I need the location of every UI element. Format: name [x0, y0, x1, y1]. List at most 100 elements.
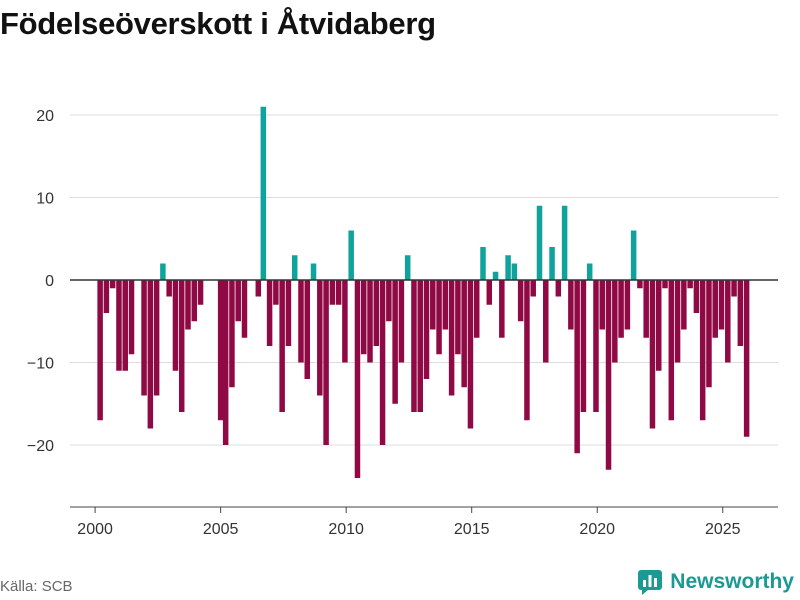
bar[interactable]: [97, 280, 103, 421]
bar[interactable]: [699, 280, 706, 421]
bar[interactable]: [291, 255, 298, 280]
bar[interactable]: [197, 280, 204, 305]
bar[interactable]: [128, 280, 135, 355]
bar[interactable]: [712, 280, 718, 338]
bar[interactable]: [436, 280, 442, 355]
bar[interactable]: [241, 280, 248, 338]
bar[interactable]: [668, 280, 675, 421]
bar[interactable]: [455, 280, 461, 355]
bar[interactable]: [222, 280, 229, 445]
bar[interactable]: [499, 280, 505, 338]
bar[interactable]: [605, 280, 612, 470]
bar[interactable]: [260, 106, 267, 280]
bar[interactable]: [273, 280, 279, 305]
bar[interactable]: [373, 280, 380, 346]
bar[interactable]: [568, 280, 574, 330]
bar[interactable]: [109, 280, 116, 289]
bar[interactable]: [530, 280, 536, 297]
bar[interactable]: [725, 280, 731, 363]
bar[interactable]: [681, 280, 687, 330]
bar[interactable]: [379, 280, 386, 445]
bar[interactable]: [298, 280, 304, 363]
bar[interactable]: [674, 280, 681, 363]
bar[interactable]: [178, 280, 185, 412]
bar[interactable]: [147, 280, 154, 429]
bar[interactable]: [662, 280, 668, 289]
bar[interactable]: [166, 280, 172, 297]
bar[interactable]: [612, 280, 618, 363]
bar[interactable]: [593, 280, 599, 412]
bar[interactable]: [217, 280, 224, 421]
bar[interactable]: [266, 280, 273, 346]
bar[interactable]: [549, 247, 555, 280]
bar[interactable]: [367, 280, 373, 363]
bar[interactable]: [235, 280, 241, 322]
bar[interactable]: [524, 280, 530, 421]
bar[interactable]: [279, 280, 285, 412]
bar[interactable]: [649, 280, 656, 429]
bar[interactable]: [693, 280, 700, 313]
bar[interactable]: [486, 280, 493, 305]
bar[interactable]: [141, 280, 147, 396]
bar[interactable]: [574, 280, 580, 454]
bar[interactable]: [543, 280, 549, 363]
bar[interactable]: [655, 280, 662, 371]
bar[interactable]: [411, 280, 417, 412]
bar[interactable]: [342, 280, 348, 363]
bar[interactable]: [599, 280, 606, 330]
bar[interactable]: [630, 230, 637, 281]
bar[interactable]: [442, 280, 449, 330]
bar[interactable]: [329, 280, 336, 305]
bar[interactable]: [743, 280, 750, 437]
bar[interactable]: [317, 280, 323, 396]
bar[interactable]: [448, 280, 455, 396]
brand-logo[interactable]: Newsworthy: [637, 569, 794, 595]
bar[interactable]: [392, 280, 398, 404]
bar[interactable]: [191, 280, 198, 322]
bar[interactable]: [586, 263, 593, 281]
bar[interactable]: [731, 280, 737, 297]
bar[interactable]: [492, 271, 499, 280]
bar[interactable]: [561, 205, 568, 280]
bar[interactable]: [285, 280, 292, 346]
bar[interactable]: [404, 255, 411, 280]
bar[interactable]: [473, 280, 480, 338]
bar[interactable]: [185, 280, 191, 330]
bar[interactable]: [386, 280, 392, 322]
bar[interactable]: [624, 280, 631, 330]
bar[interactable]: [536, 205, 543, 280]
bar[interactable]: [103, 280, 110, 313]
bar[interactable]: [511, 263, 518, 281]
bar[interactable]: [160, 263, 166, 281]
bar[interactable]: [172, 280, 179, 371]
bar[interactable]: [323, 280, 329, 445]
bar[interactable]: [310, 263, 317, 281]
bar[interactable]: [643, 280, 649, 338]
bar[interactable]: [348, 230, 354, 281]
bar[interactable]: [360, 280, 367, 355]
bar[interactable]: [417, 280, 423, 412]
bar[interactable]: [706, 280, 712, 388]
bar[interactable]: [517, 280, 524, 322]
bar[interactable]: [555, 280, 562, 297]
bar[interactable]: [335, 280, 342, 305]
bar[interactable]: [423, 280, 430, 379]
bar[interactable]: [505, 255, 511, 280]
bar[interactable]: [229, 280, 235, 388]
bar[interactable]: [687, 280, 693, 289]
bar[interactable]: [637, 280, 643, 289]
bar[interactable]: [304, 280, 311, 379]
bar[interactable]: [398, 280, 405, 363]
bar[interactable]: [116, 280, 122, 371]
bar[interactable]: [430, 280, 436, 330]
bar[interactable]: [737, 280, 744, 346]
bar[interactable]: [580, 280, 587, 412]
bar[interactable]: [255, 280, 262, 297]
bar[interactable]: [153, 280, 160, 396]
bar[interactable]: [718, 280, 725, 330]
bar[interactable]: [467, 280, 474, 429]
bar[interactable]: [618, 280, 624, 338]
bar[interactable]: [461, 280, 467, 388]
bar[interactable]: [480, 247, 486, 280]
bar[interactable]: [354, 280, 361, 478]
